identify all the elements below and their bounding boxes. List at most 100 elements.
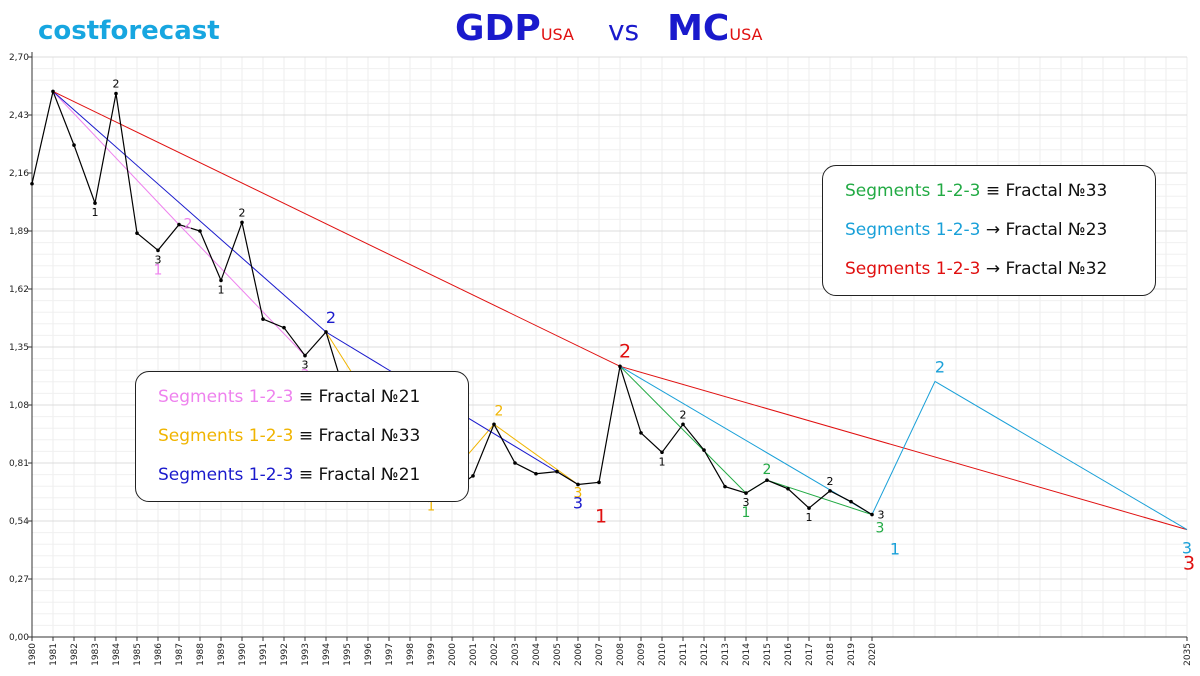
x-tick-label: 1987: [175, 643, 185, 666]
data-point: [240, 220, 244, 225]
data-point: [681, 422, 685, 427]
point-annotation: 3: [878, 509, 885, 522]
data-point: [702, 448, 706, 452]
point-annotation: 1: [890, 540, 900, 559]
x-tick-label: 2002: [490, 643, 500, 666]
y-tick-label: 1,89: [9, 227, 29, 237]
y-tick-label: 2,70: [9, 53, 29, 63]
title-right: MC: [667, 8, 730, 49]
x-tick-label: 2020: [868, 643, 878, 666]
x-tick-label: 2008: [616, 643, 626, 666]
y-tick-label: 0,27: [9, 575, 29, 585]
legend-segment: Segments 1-2-3: [158, 465, 294, 485]
y-tick-label: 2,16: [9, 169, 29, 179]
data-point: [135, 231, 139, 235]
data-point: [744, 491, 748, 495]
legend-right-row: Segments 1-2-3 → Fractal №23: [845, 211, 1133, 250]
point-annotation: 2: [239, 206, 246, 219]
point-annotation: 1: [427, 499, 435, 514]
x-tick-label: 2014: [742, 643, 752, 666]
data-point: [849, 499, 853, 504]
x-tick-label: 2003: [511, 643, 521, 666]
x-tick-label: 1983: [91, 643, 101, 666]
x-tick-label: 1994: [322, 643, 332, 666]
data-point: [765, 478, 769, 482]
x-tick-label: 1982: [70, 643, 80, 666]
point-annotation: 1: [218, 283, 225, 296]
data-point: [870, 512, 874, 517]
data-point: [534, 471, 538, 476]
legend-left-row: Segments 1-2-3 ≡ Fractal №21: [158, 378, 446, 417]
x-tick-label: 2019: [847, 643, 857, 666]
data-point: [282, 325, 286, 330]
data-point: [513, 461, 517, 465]
x-tick-label: 1988: [196, 643, 206, 666]
legend-relation: ≡ Fractal №33: [985, 181, 1108, 201]
legend-left: Segments 1-2-3 ≡ Fractal №21 Segments 1-…: [135, 371, 469, 502]
x-tick-label: 2000: [448, 643, 458, 666]
data-point: [51, 89, 55, 94]
data-point: [114, 91, 118, 96]
x-tick-label: 2035: [1183, 643, 1193, 666]
point-annotation: 3: [574, 485, 583, 501]
point-annotation: 3: [573, 493, 583, 512]
x-tick-label: 1985: [133, 643, 143, 666]
data-point: [660, 450, 664, 455]
x-tick-label: 1986: [154, 643, 164, 666]
data-point: [576, 482, 580, 487]
legend-relation: ≡ Fractal №21: [298, 387, 421, 407]
point-annotation: 1: [806, 511, 813, 524]
point-annotation: 2: [495, 403, 504, 419]
data-point: [471, 474, 475, 478]
point-annotation: 2: [827, 475, 834, 488]
x-tick-label: 2006: [574, 643, 584, 666]
x-tick-label: 2011: [679, 643, 689, 666]
x-tick-label: 2009: [637, 643, 647, 666]
point-annotation: 3: [743, 496, 750, 509]
legend-left-row: Segments 1-2-3 ≡ Fractal №21: [158, 456, 446, 495]
y-tick-label: 1,08: [9, 401, 29, 411]
legend-segment: Segments 1-2-3: [845, 181, 981, 201]
data-point: [828, 489, 832, 493]
legend-relation: → Fractal №32: [985, 259, 1108, 279]
point-annotation: 3: [1183, 553, 1195, 575]
data-point: [177, 222, 181, 227]
x-tick-label: 2016: [784, 643, 794, 666]
x-tick-label: 1995: [343, 643, 353, 666]
y-tick-label: 1,62: [9, 285, 29, 295]
x-tick-label: 1989: [217, 643, 227, 666]
x-tick-label: 1997: [385, 643, 395, 666]
y-tick-label: 0,81: [9, 459, 29, 469]
data-point: [261, 317, 265, 321]
point-annotation: 2: [113, 78, 120, 91]
title-right-sub: USA: [729, 25, 763, 44]
x-tick-label: 1998: [406, 643, 416, 666]
data-point: [807, 506, 811, 510]
y-tick-label: 0,54: [9, 517, 29, 527]
data-point: [786, 486, 790, 491]
point-annotation: 1: [742, 505, 751, 521]
x-tick-label: 1992: [280, 643, 290, 666]
data-point: [72, 143, 76, 147]
data-point: [156, 248, 160, 253]
y-tick-label: 2,43: [9, 111, 29, 121]
legend-right-row: Segments 1-2-3 ≡ Fractal №33: [845, 172, 1133, 211]
x-tick-label: 2007: [595, 643, 605, 666]
legend-segment: Segments 1-2-3: [158, 426, 294, 446]
y-tick-label: 1,35: [9, 343, 29, 353]
x-tick-label: 2005: [553, 643, 563, 666]
point-annotation: 2: [326, 308, 336, 327]
x-tick-label: 1990: [238, 643, 248, 666]
point-annotation: 1: [154, 262, 163, 278]
x-tick-label: 2012: [700, 643, 710, 666]
chart-title: GDPUSA vs MCUSA: [455, 8, 762, 49]
y-tick-label: 0,00: [9, 633, 29, 643]
legend-segment: Segments 1-2-3: [845, 220, 981, 240]
data-point: [723, 484, 727, 489]
legend-right: Segments 1-2-3 ≡ Fractal №33 Segments 1-…: [822, 165, 1156, 296]
legend-relation: ≡ Fractal №21: [298, 465, 421, 485]
x-tick-label: 1993: [301, 643, 311, 666]
x-tick-label: 2001: [469, 643, 479, 666]
x-tick-label: 2017: [805, 643, 815, 666]
legend-relation: ≡ Fractal №33: [298, 426, 421, 446]
